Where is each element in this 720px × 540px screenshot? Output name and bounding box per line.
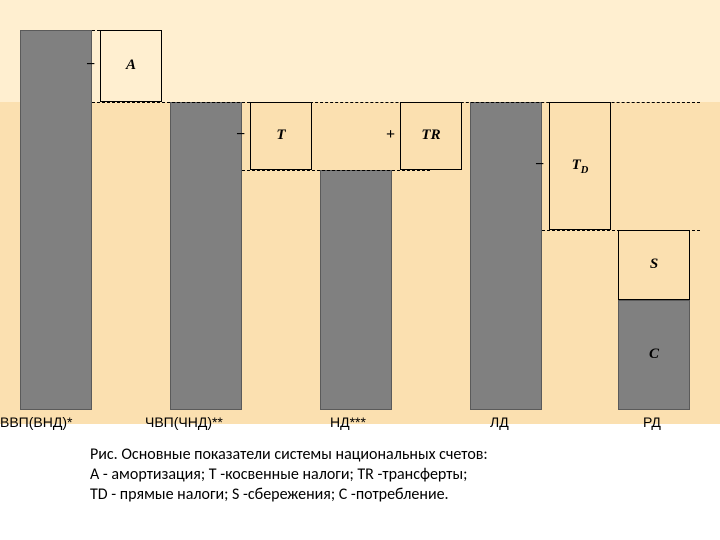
axis-label-rd: РД [643, 414, 661, 430]
bar-chvp [170, 102, 242, 410]
label-TR: TR [400, 127, 462, 144]
axis-label-nd: НД*** [330, 414, 366, 430]
axis-label-ld: ЛД [490, 414, 509, 430]
bar-nd [320, 170, 392, 410]
sign-T: − [236, 126, 245, 144]
dash-line [92, 30, 100, 31]
label-s: S [618, 256, 690, 273]
dash-line [542, 230, 700, 231]
sign-TR: + [386, 126, 395, 144]
caption-line-2: А - амортизация; T -косвенные налоги; TR… [90, 465, 467, 484]
axis-label-vvp: ВВП(ВНД)* [0, 414, 72, 430]
label-A: A [100, 57, 162, 74]
figure-caption: Рис. Основные показатели системы национа… [90, 445, 650, 505]
sign-A: − [86, 56, 95, 74]
axis-label-chvp: ЧВП(ЧНД)** [145, 414, 223, 430]
slide-root: ВВП(ВНД)*ЧВП(ЧНД)**НД***ЛДРДSCA−T−TR+TD−… [0, 0, 720, 540]
sign-TD: − [535, 156, 544, 174]
label-T: T [250, 127, 312, 144]
dash-line [92, 102, 260, 103]
caption-line-1: Рис. Основные показатели системы национа… [90, 445, 488, 464]
dash-line [242, 170, 430, 171]
label-c: C [618, 346, 690, 363]
national-accounts-chart: ВВП(ВНД)*ЧВП(ЧНД)**НД***ЛДРДSCA−T−TR+TD− [0, 0, 720, 430]
bar-ld [470, 102, 542, 410]
dash-line [305, 102, 700, 103]
label-TD: TD [549, 157, 611, 176]
caption-line-3: TD - прямые налоги; S -сбережения; С -по… [90, 485, 449, 504]
bar-vvp [20, 30, 92, 410]
